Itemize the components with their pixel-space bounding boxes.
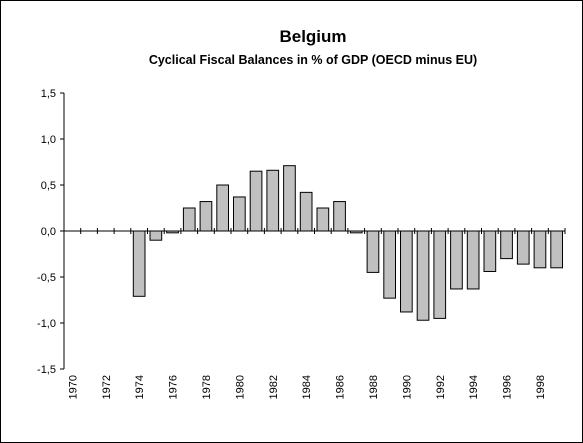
bar xyxy=(316,207,330,232)
bar xyxy=(182,207,196,232)
x-tick-label: 1978 xyxy=(201,375,213,399)
bar xyxy=(450,230,463,290)
x-tick-label: 1986 xyxy=(335,375,347,399)
bar xyxy=(416,230,430,321)
bar xyxy=(149,230,163,241)
x-tick-label: 1974 xyxy=(134,375,146,399)
bar xyxy=(383,230,396,299)
x-tick-label: 1994 xyxy=(468,375,480,399)
bar xyxy=(550,230,563,269)
chart-subtitle: Cyclical Fiscal Balances in % of GDP (OE… xyxy=(149,53,477,67)
x-tick-label: 1980 xyxy=(234,375,246,399)
x-tick-label: 1998 xyxy=(535,375,547,399)
bar xyxy=(266,169,280,232)
bar xyxy=(400,230,413,313)
y-tick-label: 0,0 xyxy=(41,226,56,238)
y-tick-label: -1,0 xyxy=(37,318,56,330)
bar xyxy=(216,184,229,232)
bar xyxy=(466,230,480,290)
bar xyxy=(483,230,497,272)
bar xyxy=(333,201,346,232)
x-tick-label: 1992 xyxy=(435,375,447,399)
bar xyxy=(249,170,263,232)
x-tick-label: 1990 xyxy=(401,375,413,399)
bar xyxy=(500,230,513,260)
bar xyxy=(132,230,146,297)
x-tick-label: 1982 xyxy=(268,375,280,399)
y-tick-label: -0,5 xyxy=(37,272,56,284)
x-tick-label: 1984 xyxy=(301,375,313,399)
y-tick-label: 1,0 xyxy=(41,134,56,146)
y-tick-label: 1,5 xyxy=(41,88,56,100)
chart-title: Belgium xyxy=(279,27,346,46)
x-tick-label: 1976 xyxy=(168,375,180,399)
y-tick-label: -1,5 xyxy=(37,364,56,376)
bar xyxy=(433,230,447,319)
bar xyxy=(516,230,530,265)
bar xyxy=(233,196,246,232)
bar xyxy=(299,191,313,232)
x-tick-label: 1996 xyxy=(502,375,514,399)
bar xyxy=(366,230,380,273)
bar xyxy=(199,201,213,232)
bar xyxy=(283,165,296,232)
x-tick-label: 1988 xyxy=(368,375,380,399)
bar xyxy=(533,230,547,269)
x-tick-label: 1970 xyxy=(67,375,79,399)
x-tick-label: 1972 xyxy=(101,375,113,399)
y-tick-label: 0,5 xyxy=(41,180,56,192)
